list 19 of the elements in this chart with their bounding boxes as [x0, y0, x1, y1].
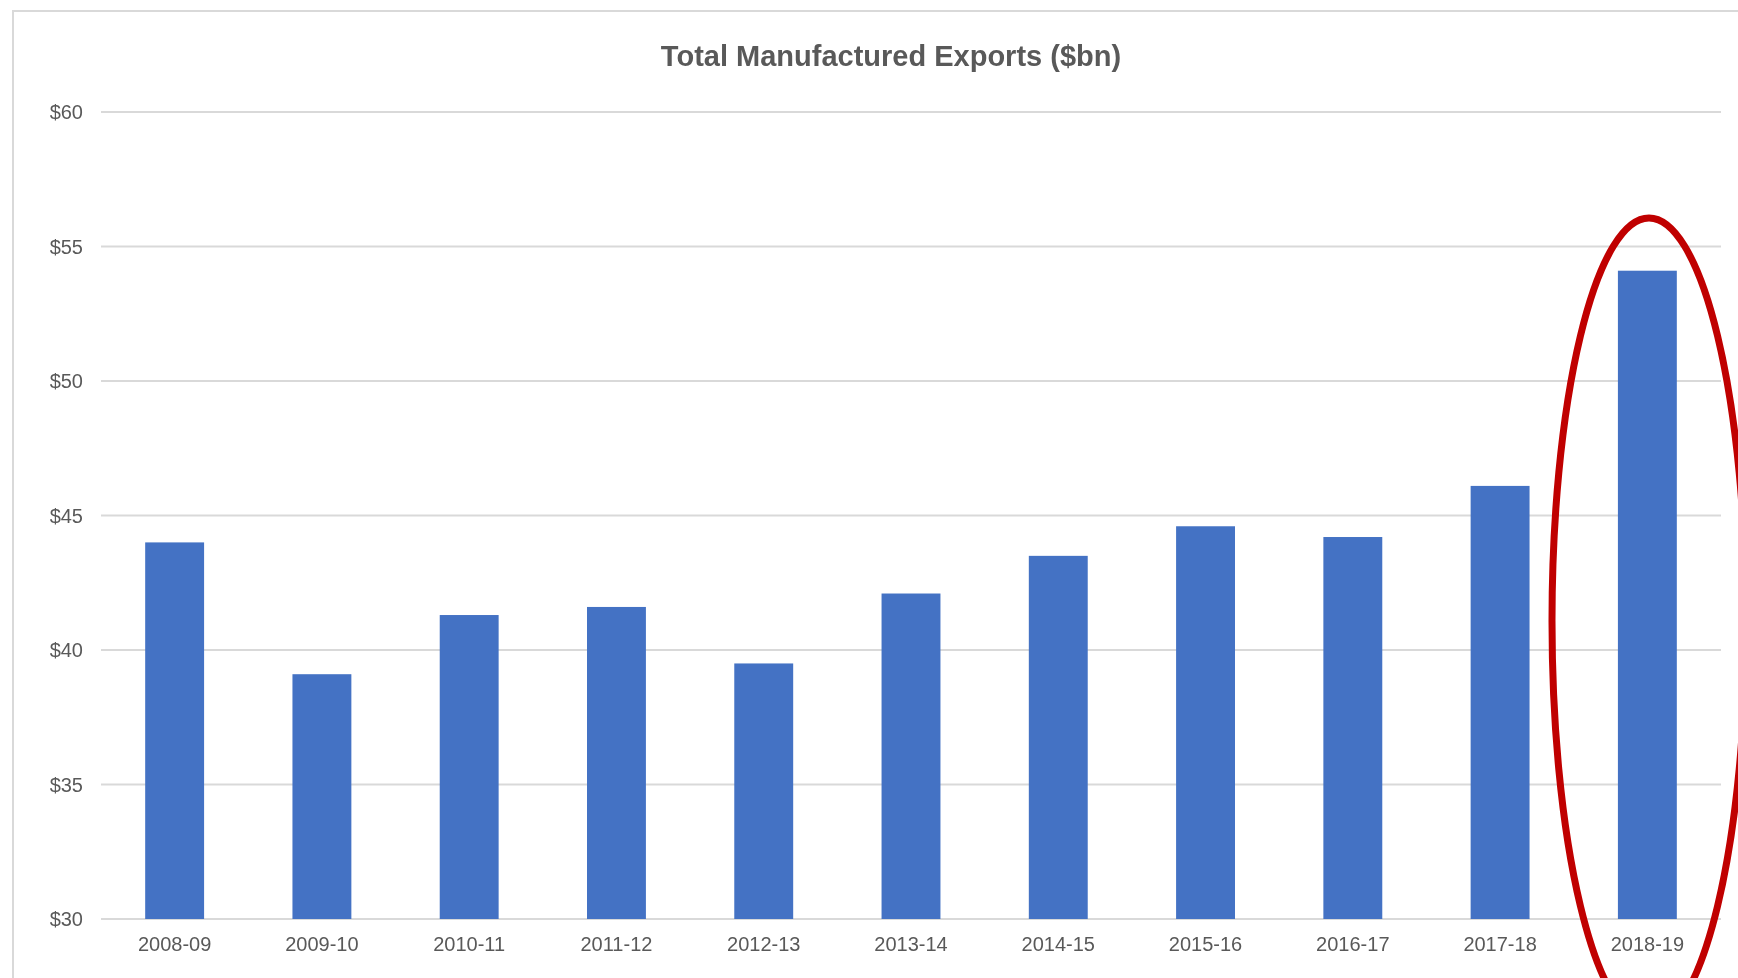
y-tick-label: $60 [49, 101, 83, 123]
y-tick-label: $45 [49, 504, 83, 527]
x-tick-label: 2014-15 [1021, 933, 1095, 955]
x-tick-label: 2009-10 [285, 933, 359, 955]
y-tick-label: $35 [49, 773, 83, 796]
y-tick-label: $55 [49, 235, 83, 258]
y-tick-label: $50 [49, 370, 83, 392]
x-tick-label: 2018-19 [1610, 933, 1685, 955]
chart-title: Total Manufactured Exports ($bn) [660, 40, 1122, 72]
x-tick-label: 2017-18 [1463, 933, 1537, 955]
x-tick-label: 2008-09 [137, 933, 212, 955]
x-tick-label: 2013-14 [874, 933, 948, 955]
x-tick-label: 2011-12 [580, 933, 653, 955]
x-tick-label: 2015-16 [1168, 933, 1243, 955]
y-tick-label: $40 [49, 639, 83, 661]
x-tick-label: 2016-17 [1316, 933, 1390, 955]
x-tick-label: 2010-11 [433, 933, 506, 955]
y-tick-label: $30 [49, 908, 83, 930]
x-tick-label: 2012-13 [727, 933, 801, 955]
